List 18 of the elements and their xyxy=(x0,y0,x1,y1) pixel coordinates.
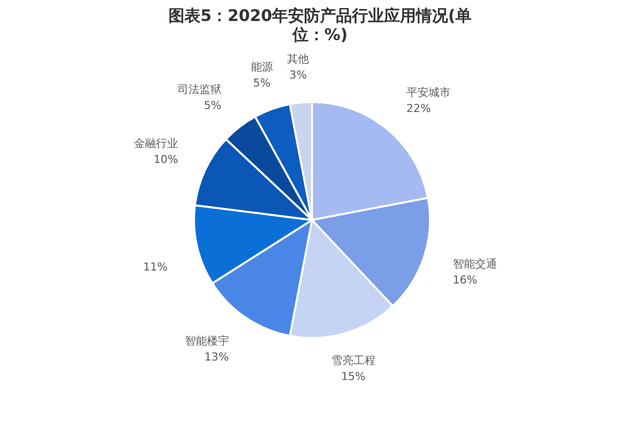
slice-label: 智能交通 xyxy=(452,258,497,271)
slice-label: 雪亮工程 xyxy=(331,354,376,368)
slice-label: 智能楼宇 xyxy=(184,334,229,348)
slice-label: 平安城市 xyxy=(406,86,450,99)
data-label: 5% xyxy=(204,99,222,112)
chart-title: 图表5：2020年安防产品行业应用情况(单位：%) xyxy=(168,6,472,44)
data-label: 5% xyxy=(253,76,271,90)
data-label: 15% xyxy=(341,370,366,384)
slice-label: 金融行业 xyxy=(134,136,178,150)
slice-label: 司法监狱 xyxy=(177,83,222,96)
data-label: 16% xyxy=(452,274,478,287)
data-label: 22% xyxy=(406,102,431,115)
data-label: 11% xyxy=(143,260,168,274)
slice-label: 其他 xyxy=(287,52,310,66)
data-label: 3% xyxy=(289,68,307,82)
slice-label: 能源 xyxy=(250,60,273,74)
data-label: 10% xyxy=(154,152,178,166)
data-label: 13% xyxy=(204,350,229,364)
